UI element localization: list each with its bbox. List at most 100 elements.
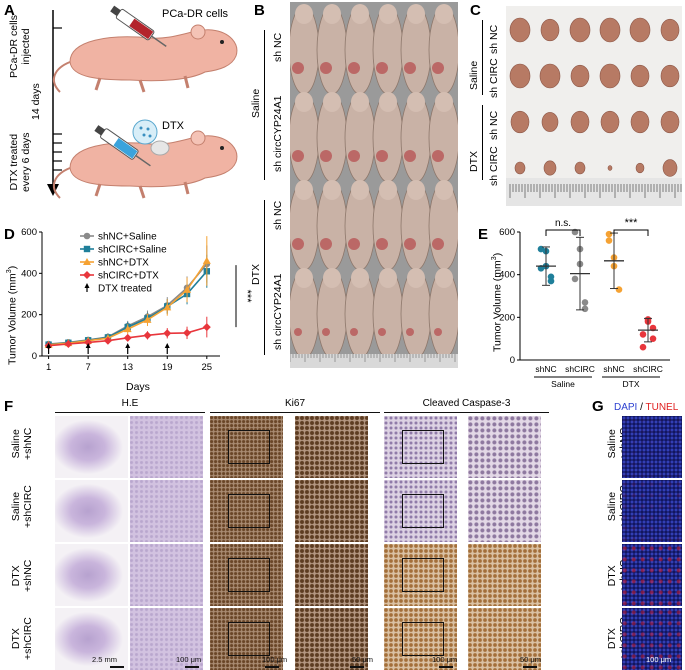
- scatter-point: [649, 335, 657, 342]
- tumor: [629, 17, 651, 43]
- mouse-head: [323, 268, 341, 288]
- f-row-3-label: DTX +shNC: [10, 559, 34, 592]
- mouse-top-icon: [52, 24, 238, 93]
- tumor: [660, 110, 680, 134]
- tumor-spot: [376, 62, 388, 74]
- dtx-label: DTX: [162, 120, 184, 132]
- b-shnc-label: sh NC: [272, 32, 284, 62]
- legend-label: shCIRC+DTX: [98, 271, 159, 282]
- mouse-head: [379, 268, 397, 288]
- panel-label-c: C: [470, 2, 481, 19]
- zoom-box: [228, 622, 270, 656]
- compare-label: ***: [625, 217, 639, 229]
- mouse-head: [323, 4, 341, 24]
- tumor-spot: [406, 328, 414, 336]
- tumor: [509, 17, 531, 43]
- tumor-spot: [404, 238, 416, 250]
- f-header-he: H.E: [121, 398, 139, 409]
- tumor: [574, 161, 586, 175]
- micrograph-tile: [130, 416, 203, 478]
- y-tick-label: 600: [499, 227, 515, 238]
- mouse-head: [295, 92, 313, 112]
- c-dtx-label: DTX: [468, 151, 480, 172]
- legend-label: shNC+DTX: [98, 258, 149, 269]
- mouse-head: [379, 180, 397, 200]
- tumor-spot: [348, 238, 360, 250]
- zoom-box: [402, 494, 444, 528]
- mouse-head: [407, 92, 425, 112]
- f-scale-5: 100 μm: [432, 655, 458, 664]
- tumor: [540, 18, 560, 42]
- data-point: [64, 340, 73, 349]
- c-dtx-shnc-label: sh NC: [488, 110, 500, 140]
- scatter-point: [615, 286, 623, 293]
- tumor-spot: [376, 150, 388, 162]
- micrograph-tile: [130, 480, 203, 542]
- tumor: [541, 112, 559, 132]
- zoom-box: [402, 430, 444, 464]
- y-tick-label: 600: [21, 227, 37, 238]
- tumor: [599, 17, 621, 43]
- x-tick-label: 13: [122, 362, 133, 373]
- panel-label-g: G: [592, 398, 604, 415]
- x-tick-label: 7: [85, 362, 90, 373]
- tumor-spot: [292, 238, 304, 250]
- tunel-tile: [622, 416, 682, 478]
- micrograph-tile: [295, 608, 368, 670]
- data-point: [202, 323, 211, 332]
- micrograph-tile: [468, 608, 541, 670]
- zoom-box: [228, 558, 270, 592]
- y-tick-label: 400: [499, 270, 515, 281]
- legend-label: shNC+Saline: [98, 232, 157, 243]
- compare-bracket: [545, 229, 581, 236]
- tumor: [660, 64, 680, 88]
- f-scale-1: 2.5 mm: [92, 655, 118, 664]
- micrograph-tile: [384, 608, 457, 670]
- panel-label-b: B: [254, 2, 265, 19]
- scale-bar: [350, 666, 364, 668]
- micrograph-tile: [468, 544, 541, 606]
- scatter-point: [581, 305, 589, 313]
- scale-bar: [185, 666, 199, 668]
- tumor: [539, 63, 561, 89]
- micrograph-tile: [55, 480, 128, 542]
- micrograph-tile: [130, 608, 203, 670]
- zoom-box: [228, 494, 270, 528]
- micrograph-tile: [295, 416, 368, 478]
- legend-marker: [83, 245, 91, 253]
- micrograph-tile: [210, 416, 283, 478]
- micrograph-tile: [295, 544, 368, 606]
- scatter-point: [605, 230, 613, 238]
- y-tick-label: 400: [21, 268, 37, 279]
- scatter-point: [639, 343, 647, 351]
- f-scale-6: 50 μm: [520, 655, 541, 664]
- mouse-head: [435, 92, 453, 112]
- d-ylabel: Tumor Volume (mm3): [6, 265, 19, 365]
- chart-d: 0 200 400 600 1 7 13 19 25 shNC+Saline shCIRC+Sali…: [21, 227, 253, 373]
- mouse-head: [295, 4, 313, 24]
- group-label: DTX: [623, 379, 640, 389]
- tumor: [509, 63, 531, 89]
- tumor-spot: [432, 150, 444, 162]
- tumor-spot: [294, 328, 302, 336]
- panel-a-illustration: [47, 5, 238, 199]
- y-tick-label: 200: [499, 312, 515, 323]
- mouse-head: [407, 4, 425, 24]
- c-dtx-shcirc-label: sh CIRC: [488, 146, 500, 186]
- g-scale: 100 μm: [646, 655, 672, 664]
- mouse-head: [351, 268, 369, 288]
- tumor: [600, 110, 620, 134]
- b-dtx-shcirc-label: sh circCYP24A1: [272, 273, 284, 350]
- tunel-tile: [622, 480, 682, 542]
- category-label: shCIRC: [565, 364, 595, 374]
- scatter-point: [605, 237, 613, 244]
- y-tick-label: 0: [510, 355, 515, 366]
- micrograph-tile: [295, 480, 368, 542]
- tumor-spot: [350, 328, 358, 336]
- micrograph-tile: [384, 544, 457, 606]
- scale-bar: [523, 666, 537, 668]
- dtx-arrowhead: [46, 343, 52, 348]
- data-point: [143, 331, 152, 340]
- syringe-icon: [110, 5, 167, 48]
- g-title: DAPI / TUNEL: [614, 402, 679, 413]
